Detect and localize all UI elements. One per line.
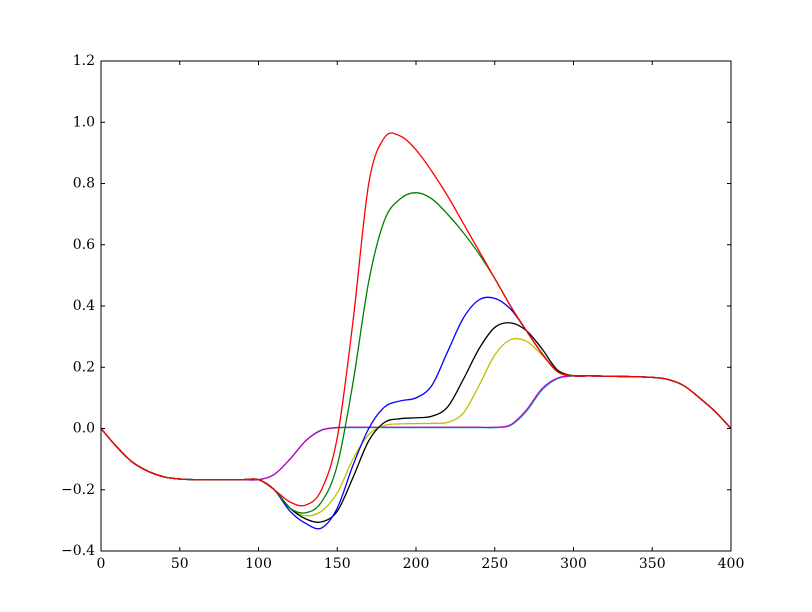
x-tick-label: 150	[324, 556, 351, 572]
x-tick-label: 400	[718, 556, 745, 572]
x-tick-label: 100	[245, 556, 272, 572]
y-tick-label: 0.0	[73, 421, 95, 437]
y-tick-label: 0.8	[73, 176, 95, 192]
y-tick-label: 0.2	[73, 359, 95, 375]
x-tick-label: 0	[97, 556, 106, 572]
y-tick-label: −0.2	[61, 482, 95, 498]
x-tick-label: 350	[639, 556, 666, 572]
y-tick-label: 1.2	[73, 53, 95, 69]
x-tick-label: 250	[481, 556, 508, 572]
x-tick-label: 200	[403, 556, 430, 572]
y-tick-label: 1.0	[73, 114, 95, 130]
y-tick-label: 0.4	[73, 298, 95, 314]
x-tick-label: 50	[171, 556, 189, 572]
data-line	[100, 132, 732, 507]
y-tick-label: 0.6	[73, 237, 95, 253]
x-tick-label: 300	[560, 556, 587, 572]
y-tick-label: −0.4	[61, 543, 95, 559]
